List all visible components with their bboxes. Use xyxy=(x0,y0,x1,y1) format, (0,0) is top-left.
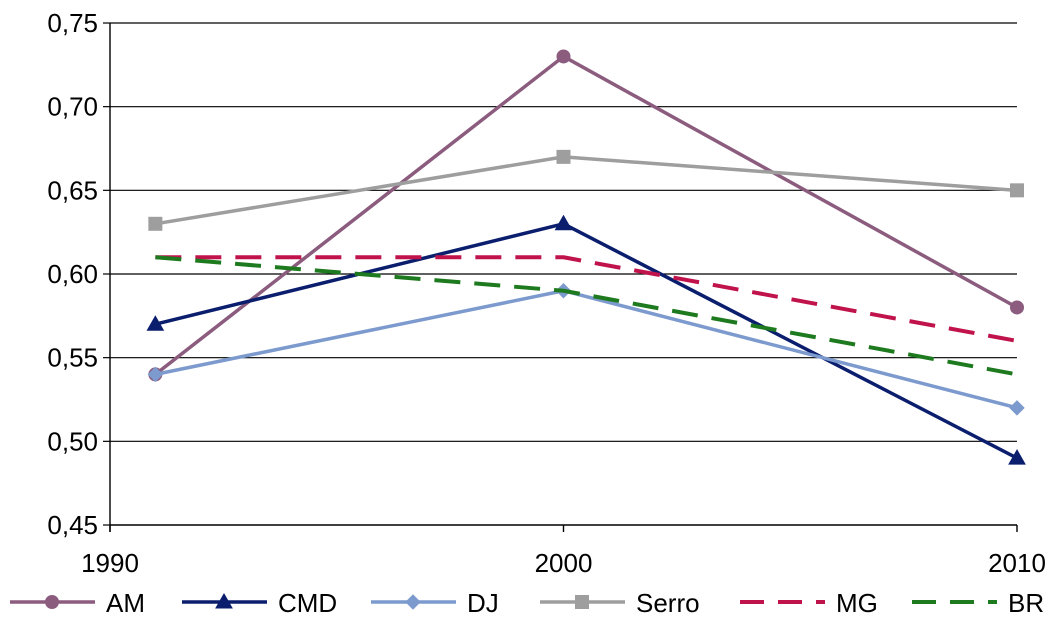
series-line-am xyxy=(155,56,1017,374)
x-tick-label: 2000 xyxy=(535,548,593,578)
y-tick-label: 0,50 xyxy=(47,426,98,456)
series-am xyxy=(149,50,1024,381)
legend-marker xyxy=(46,596,59,609)
y-tick-label: 0,65 xyxy=(47,175,98,205)
data-point xyxy=(1010,401,1024,415)
y-tick-label: 0,70 xyxy=(47,92,98,122)
series-lines xyxy=(147,50,1025,464)
legend-marker xyxy=(576,596,589,609)
legend-label: DJ xyxy=(467,588,499,618)
legend-label: BR xyxy=(1008,588,1044,618)
legend-label: Serro xyxy=(636,588,700,618)
legend-item-mg: MG xyxy=(740,588,878,618)
data-point xyxy=(557,150,570,163)
legend-item-cmd: CMD xyxy=(182,588,337,618)
legend-label: AM xyxy=(106,588,145,618)
y-tick-label: 0,55 xyxy=(47,343,98,373)
legend-item-dj: DJ xyxy=(371,588,499,618)
legend-label: MG xyxy=(836,588,878,618)
legend-item-am: AM xyxy=(10,588,145,618)
y-tick-label: 0,45 xyxy=(47,510,98,540)
legend-item-br: BR xyxy=(912,588,1044,618)
data-point xyxy=(149,217,162,230)
data-point xyxy=(556,216,572,230)
x-tick-labels: 1990 2000 2010 xyxy=(81,548,1046,578)
y-tick-label: 0,60 xyxy=(47,259,98,289)
x-tick-label: 2010 xyxy=(988,548,1046,578)
y-tick-labels: 0,45 0,50 0,55 0,60 0,65 0,70 0,75 xyxy=(47,8,98,540)
legend: AM CMD DJ Serro MG BR xyxy=(10,588,1044,618)
legend-label: CMD xyxy=(278,588,337,618)
series-cmd xyxy=(147,216,1025,464)
data-point xyxy=(557,50,570,63)
data-point xyxy=(1011,184,1024,197)
legend-item-serro: Serro xyxy=(540,588,700,618)
legend-marker xyxy=(406,595,420,609)
y-tick-label: 0,75 xyxy=(47,8,98,38)
axes xyxy=(103,23,1017,532)
x-tick-label: 1990 xyxy=(81,548,139,578)
data-point xyxy=(1011,301,1024,314)
